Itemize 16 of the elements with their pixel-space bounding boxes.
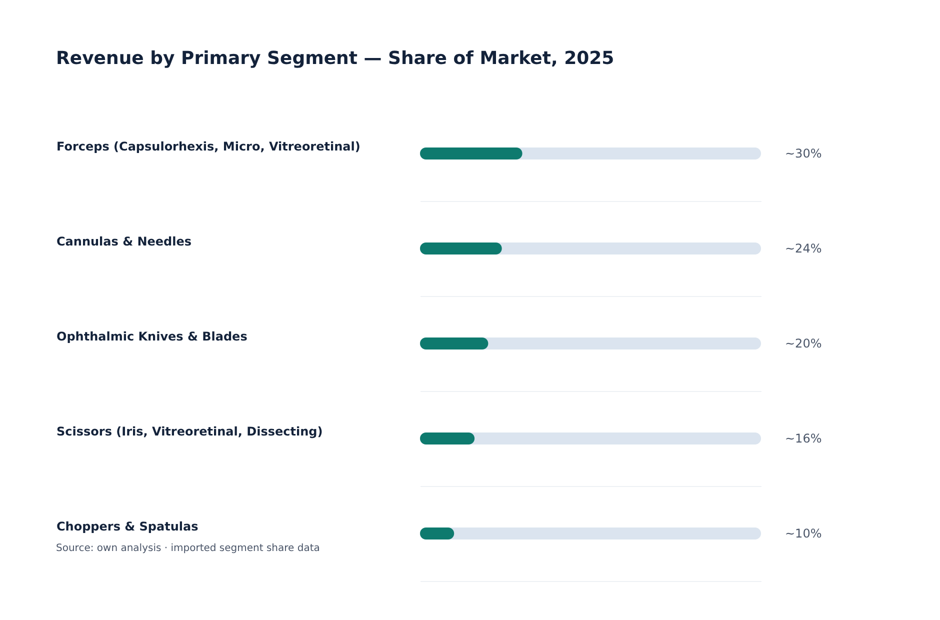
data-label: ~30% <box>785 146 822 160</box>
data-label: ~24% <box>785 242 822 256</box>
data-label: ~20% <box>785 336 822 350</box>
y-tick-label: Forceps (Capsulorhexis, Micro, Vitreoretinal) <box>56 140 360 154</box>
bar <box>420 338 488 350</box>
y-tick-label: Scissors (Iris, Vitreoretinal, Dissecting) <box>56 424 323 438</box>
y-tick-label: Choppers & Spatulas <box>56 520 198 534</box>
data-label: ~16% <box>785 432 822 446</box>
source-note: Source: own analysis · imported segment share data <box>56 543 320 554</box>
chart-title: Revenue by Primary Segment — Share of Market, 2025 <box>56 48 614 69</box>
data-label: ~10% <box>785 526 822 540</box>
y-tick-label: Cannulas & Needles <box>56 234 192 248</box>
bar <box>420 242 502 254</box>
bar <box>420 148 522 160</box>
bar <box>420 432 475 444</box>
y-tick-label: Ophthalmic Knives & Blades <box>56 330 248 344</box>
